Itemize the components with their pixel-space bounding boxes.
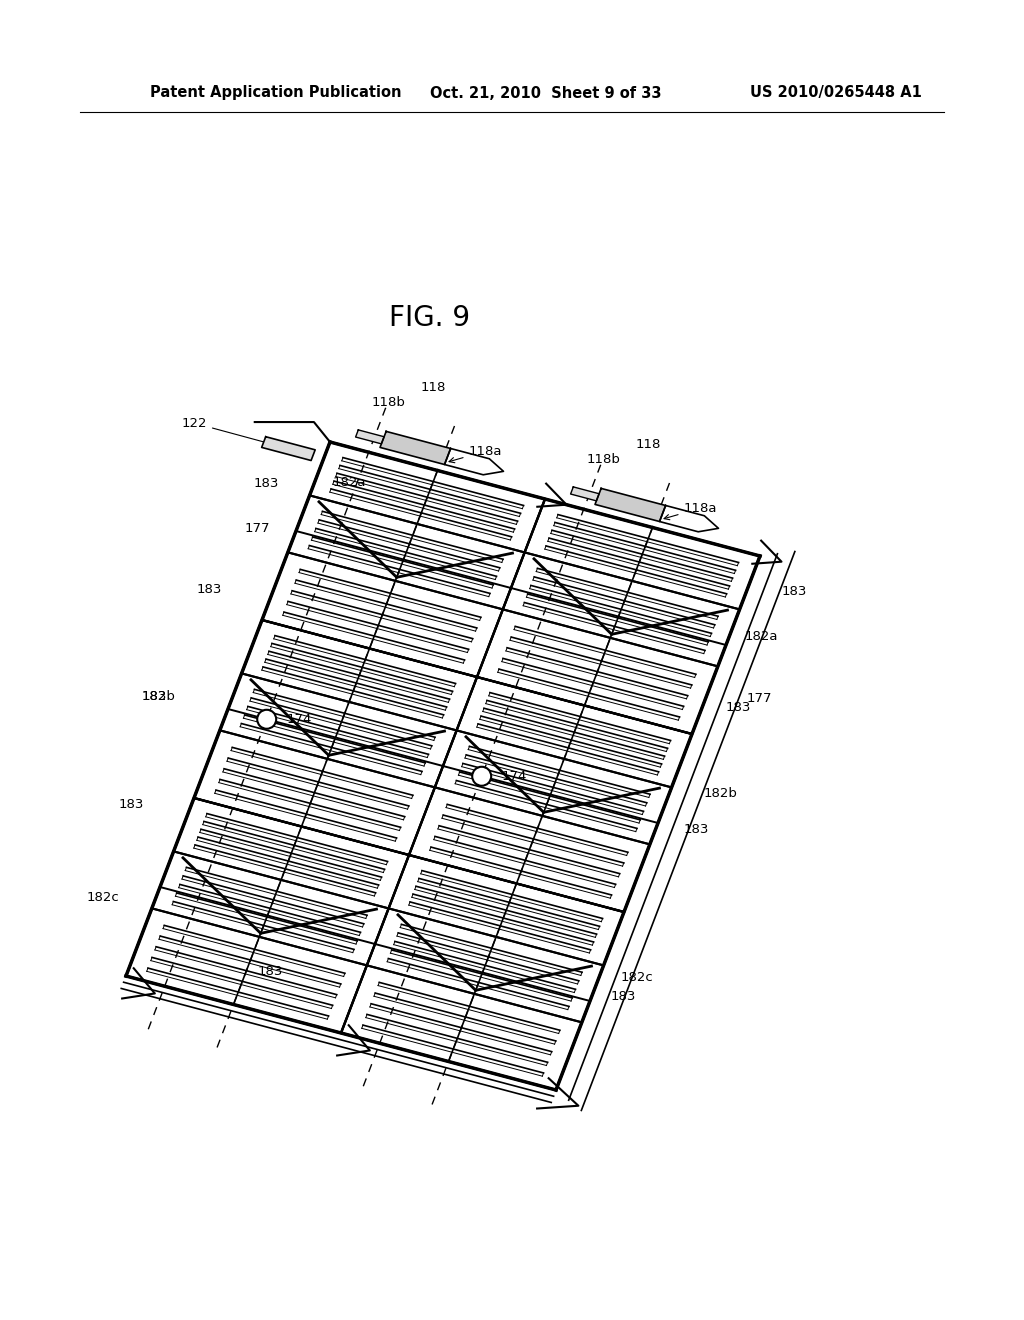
Text: 174: 174 bbox=[287, 713, 312, 726]
Text: 182a: 182a bbox=[744, 630, 778, 643]
Polygon shape bbox=[435, 730, 672, 845]
Polygon shape bbox=[262, 437, 315, 461]
Text: 182c: 182c bbox=[621, 970, 653, 983]
Polygon shape bbox=[524, 499, 760, 610]
Text: 183: 183 bbox=[258, 965, 284, 978]
Polygon shape bbox=[242, 620, 477, 730]
Polygon shape bbox=[367, 908, 603, 1023]
Polygon shape bbox=[388, 855, 624, 965]
Text: 118a: 118a bbox=[450, 445, 502, 463]
Polygon shape bbox=[194, 730, 435, 855]
Polygon shape bbox=[126, 442, 760, 1090]
Text: 182b: 182b bbox=[703, 787, 737, 800]
Polygon shape bbox=[341, 965, 582, 1090]
Polygon shape bbox=[477, 610, 718, 734]
Text: US 2010/0265448 A1: US 2010/0265448 A1 bbox=[750, 86, 922, 100]
Circle shape bbox=[258, 710, 275, 727]
Text: 183: 183 bbox=[726, 701, 752, 714]
Polygon shape bbox=[174, 799, 409, 908]
Polygon shape bbox=[126, 908, 367, 1034]
Text: 118: 118 bbox=[636, 437, 662, 450]
Polygon shape bbox=[503, 552, 739, 667]
Polygon shape bbox=[152, 851, 388, 965]
Text: 177: 177 bbox=[245, 521, 270, 535]
Text: 177: 177 bbox=[746, 692, 772, 705]
Text: 182c: 182c bbox=[87, 891, 120, 904]
Circle shape bbox=[473, 768, 490, 785]
Polygon shape bbox=[457, 677, 692, 788]
Text: 183: 183 bbox=[610, 990, 636, 1003]
Text: Oct. 21, 2010  Sheet 9 of 33: Oct. 21, 2010 Sheet 9 of 33 bbox=[430, 86, 662, 100]
Text: 118a: 118a bbox=[665, 502, 717, 520]
Polygon shape bbox=[220, 673, 457, 787]
Text: 183: 183 bbox=[119, 797, 144, 810]
Polygon shape bbox=[355, 430, 384, 444]
Text: 183: 183 bbox=[197, 583, 221, 597]
Polygon shape bbox=[570, 487, 599, 500]
Text: 183: 183 bbox=[253, 477, 279, 490]
Text: 118b: 118b bbox=[587, 453, 621, 466]
Text: 182b: 182b bbox=[142, 690, 176, 704]
Text: 182a: 182a bbox=[332, 477, 366, 490]
Polygon shape bbox=[309, 442, 545, 552]
Text: 183: 183 bbox=[141, 690, 167, 704]
Text: 174: 174 bbox=[502, 770, 527, 783]
Text: 183: 183 bbox=[782, 585, 808, 598]
Text: Patent Application Publication: Patent Application Publication bbox=[150, 86, 401, 100]
Text: FIG. 9: FIG. 9 bbox=[389, 304, 471, 333]
Polygon shape bbox=[262, 552, 503, 677]
Polygon shape bbox=[409, 787, 650, 912]
Text: 183: 183 bbox=[684, 824, 710, 837]
Polygon shape bbox=[380, 432, 451, 465]
Text: 118: 118 bbox=[421, 380, 446, 393]
Polygon shape bbox=[288, 495, 524, 610]
Text: 122: 122 bbox=[181, 417, 286, 449]
Text: 118b: 118b bbox=[372, 396, 406, 409]
Polygon shape bbox=[595, 488, 666, 521]
